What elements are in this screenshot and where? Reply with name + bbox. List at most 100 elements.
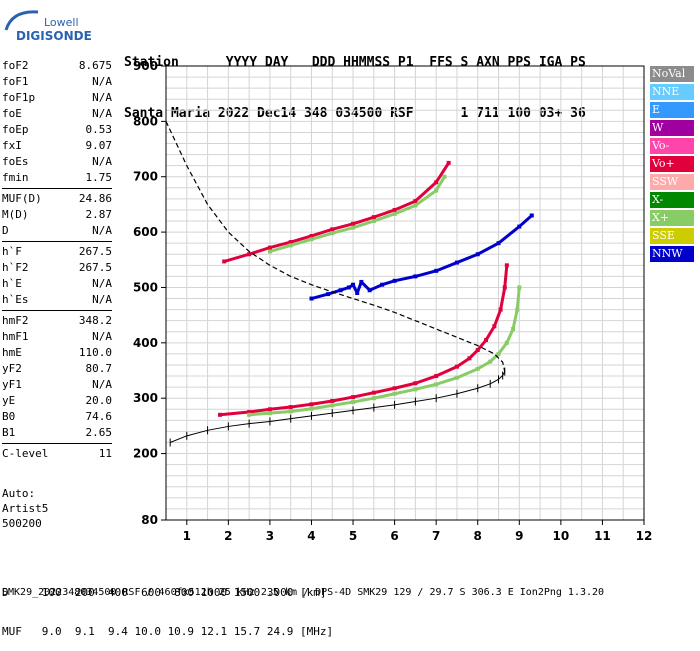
virtual-height-fit-line xyxy=(169,371,506,443)
echo-trace-segment xyxy=(456,252,479,264)
y-tick-label: 300 xyxy=(133,391,158,405)
y-tick-label: 700 xyxy=(133,170,158,184)
param-value: 9.07 xyxy=(85,139,113,152)
param-value: 11 xyxy=(98,447,112,460)
param-separator xyxy=(2,443,112,444)
echo-trace-segment xyxy=(497,225,521,245)
param-label: yF2 xyxy=(2,362,22,375)
echo-trace-segment xyxy=(414,181,438,203)
x-tick-label: 9 xyxy=(515,529,523,543)
echo-trace-segment xyxy=(311,292,329,300)
echo-point xyxy=(529,213,534,218)
legend-item: SSE xyxy=(650,228,694,244)
legend-item: E xyxy=(650,102,694,118)
param-label: M(D) xyxy=(2,208,29,221)
param-value: N/A xyxy=(92,330,112,343)
param-label: hmF1 xyxy=(2,330,29,343)
echo-trace-segment xyxy=(269,405,291,411)
muf-table: D 100 200 400 600 800 1000 1500 3000 [km… xyxy=(2,560,333,651)
param-value: 8.675 xyxy=(78,59,112,72)
lowell-digisonde-logo: Lowell DIGISONDE xyxy=(4,10,92,43)
param-row: h`E N/A xyxy=(2,276,112,292)
param-label: B1 xyxy=(2,426,16,439)
param-row: B0 74.6 xyxy=(2,409,112,425)
echo-trace-segment xyxy=(499,287,507,310)
param-row: yF2 80.7 xyxy=(2,361,112,377)
echo-trace-segment xyxy=(311,403,333,411)
echo-trace-segment xyxy=(414,374,437,385)
echo-trace-segment xyxy=(435,376,458,386)
y-tick-label: 900 xyxy=(133,59,158,73)
echo-trace-segment xyxy=(414,189,438,207)
param-label: h`F2 xyxy=(2,261,29,274)
echo-trace-segment xyxy=(394,204,416,216)
param-label: D xyxy=(2,224,9,237)
param-row: h`F 267.5 xyxy=(2,244,112,260)
param-value: N/A xyxy=(92,293,112,306)
param-value: 24.86 xyxy=(78,192,112,205)
echo-trace-segment xyxy=(352,396,375,404)
param-label: hmE xyxy=(2,346,22,359)
trace-layer xyxy=(165,121,534,447)
param-row: foF1p N/A xyxy=(2,90,112,106)
echo-trace-segment xyxy=(352,391,375,399)
param-row: hmF1 N/A xyxy=(2,329,112,345)
auto-line2: Artist5 xyxy=(2,502,49,515)
muf-row: MUF 9.0 9.1 9.4 10.0 10.9 12.1 15.7 24.9… xyxy=(2,625,334,638)
param-value: 267.5 xyxy=(78,261,112,274)
legend: NoVal NNE E W Vo- Vo+ SSW X- X+ SSE NNW xyxy=(650,66,694,264)
echo-trace-segment xyxy=(290,402,312,409)
x-tick-label: 3 xyxy=(266,529,274,543)
distance-row: D 100 200 400 600 800 1000 1500 3000 [km… xyxy=(2,586,327,599)
param-row: h`F2 267.5 xyxy=(2,260,112,276)
y-tick-label: 400 xyxy=(133,336,158,350)
legend-item: NNE xyxy=(650,84,694,100)
echo-trace-segment xyxy=(394,381,416,390)
param-row: M(D) 2.87 xyxy=(2,207,112,223)
density-profile-line xyxy=(165,121,506,372)
param-value: 20.0 xyxy=(85,394,113,407)
param-row: C-level 11 xyxy=(2,446,112,462)
echo-trace-segment xyxy=(248,407,271,414)
echo-trace-segment xyxy=(352,219,375,230)
logo-line1: Lowell xyxy=(44,16,79,29)
echo-trace-segment xyxy=(503,265,509,288)
legend-item: Vo- xyxy=(650,138,694,154)
param-value: 2.65 xyxy=(85,426,113,439)
echo-point xyxy=(504,263,509,268)
echo-trace-segment xyxy=(518,214,533,228)
param-row: MUF(D) 24.86 xyxy=(2,191,112,207)
param-value: N/A xyxy=(92,91,112,104)
ionogram-chart: 1 2 3 4 5 6 7 8 9 10 11 128020030040050060070080090… xyxy=(133,59,652,543)
param-value: N/A xyxy=(92,378,112,391)
echo-trace-segment xyxy=(415,382,437,391)
echo-trace-segment xyxy=(394,199,416,212)
logo-swoosh xyxy=(4,10,39,31)
param-label: fxI xyxy=(2,139,22,152)
legend-item: SSW xyxy=(650,174,694,190)
x-tick-label: 1 xyxy=(183,529,191,543)
param-label: yE xyxy=(2,394,16,407)
param-row: foEs N/A xyxy=(2,154,112,170)
param-value: 80.7 xyxy=(85,362,113,375)
param-label: foF2 xyxy=(2,59,29,72)
auto-line3: 500200 xyxy=(2,517,42,530)
legend-item: NoVal xyxy=(650,66,694,82)
param-row: hmE 110.0 xyxy=(2,345,112,361)
grid-layer xyxy=(165,65,645,521)
echo-trace-segment xyxy=(415,269,437,278)
x-tick-label: 8 xyxy=(474,529,482,543)
echo-trace-segment xyxy=(248,246,271,256)
echo-point xyxy=(446,160,451,165)
param-row: foEp 0.53 xyxy=(2,122,112,138)
echo-trace-segment xyxy=(269,243,292,253)
param-row: h`Es N/A xyxy=(2,292,112,308)
echo-trace-segment xyxy=(369,283,383,292)
echo-trace-segment xyxy=(373,386,395,395)
param-label: C-level xyxy=(2,447,49,460)
echo-trace-segment xyxy=(311,231,333,241)
echo-trace-segment xyxy=(311,227,333,238)
logo-line2: DIGISONDE xyxy=(16,29,92,43)
x-tick-label: 5 xyxy=(349,529,357,543)
echo-trace-segment xyxy=(484,325,496,341)
